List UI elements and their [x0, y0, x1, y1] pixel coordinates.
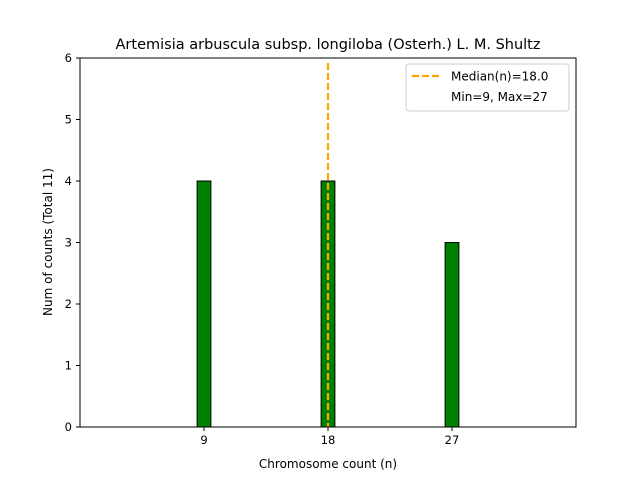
y-tick-label: 4 [65, 174, 72, 188]
y-tick-label: 0 [65, 420, 72, 434]
x-tick-label: 9 [200, 433, 207, 447]
x-axis-label: Chromosome count (n) [259, 457, 397, 471]
y-tick-label: 6 [65, 51, 72, 65]
y-tick-label: 5 [65, 113, 72, 127]
bars-layer [196, 180, 508, 428]
bar-27 [444, 242, 460, 428]
y-tick-label: 2 [65, 297, 72, 311]
y-axis-ticks: 0 1 2 3 4 5 6 [65, 51, 80, 434]
x-tick-label: 18 [321, 433, 336, 447]
legend: Median(n)=18.0 Min=9, Max=27 [405, 63, 570, 112]
legend-range-label: Min=9, Max=27 [451, 90, 548, 104]
y-tick-label: 1 [65, 359, 72, 373]
chart-title: Artemisia arbuscula subsp. longiloba (Os… [116, 37, 541, 53]
x-axis-ticks: 9 18 27 [200, 427, 459, 447]
legend-median-label: Median(n)=18.0 [451, 70, 548, 84]
x-tick-label: 27 [445, 433, 460, 447]
bar-9 [196, 180, 212, 428]
legend-box [405, 63, 570, 112]
y-axis-label: Num of counts (Total 11) [41, 168, 55, 316]
y-tick-label: 3 [65, 236, 72, 250]
